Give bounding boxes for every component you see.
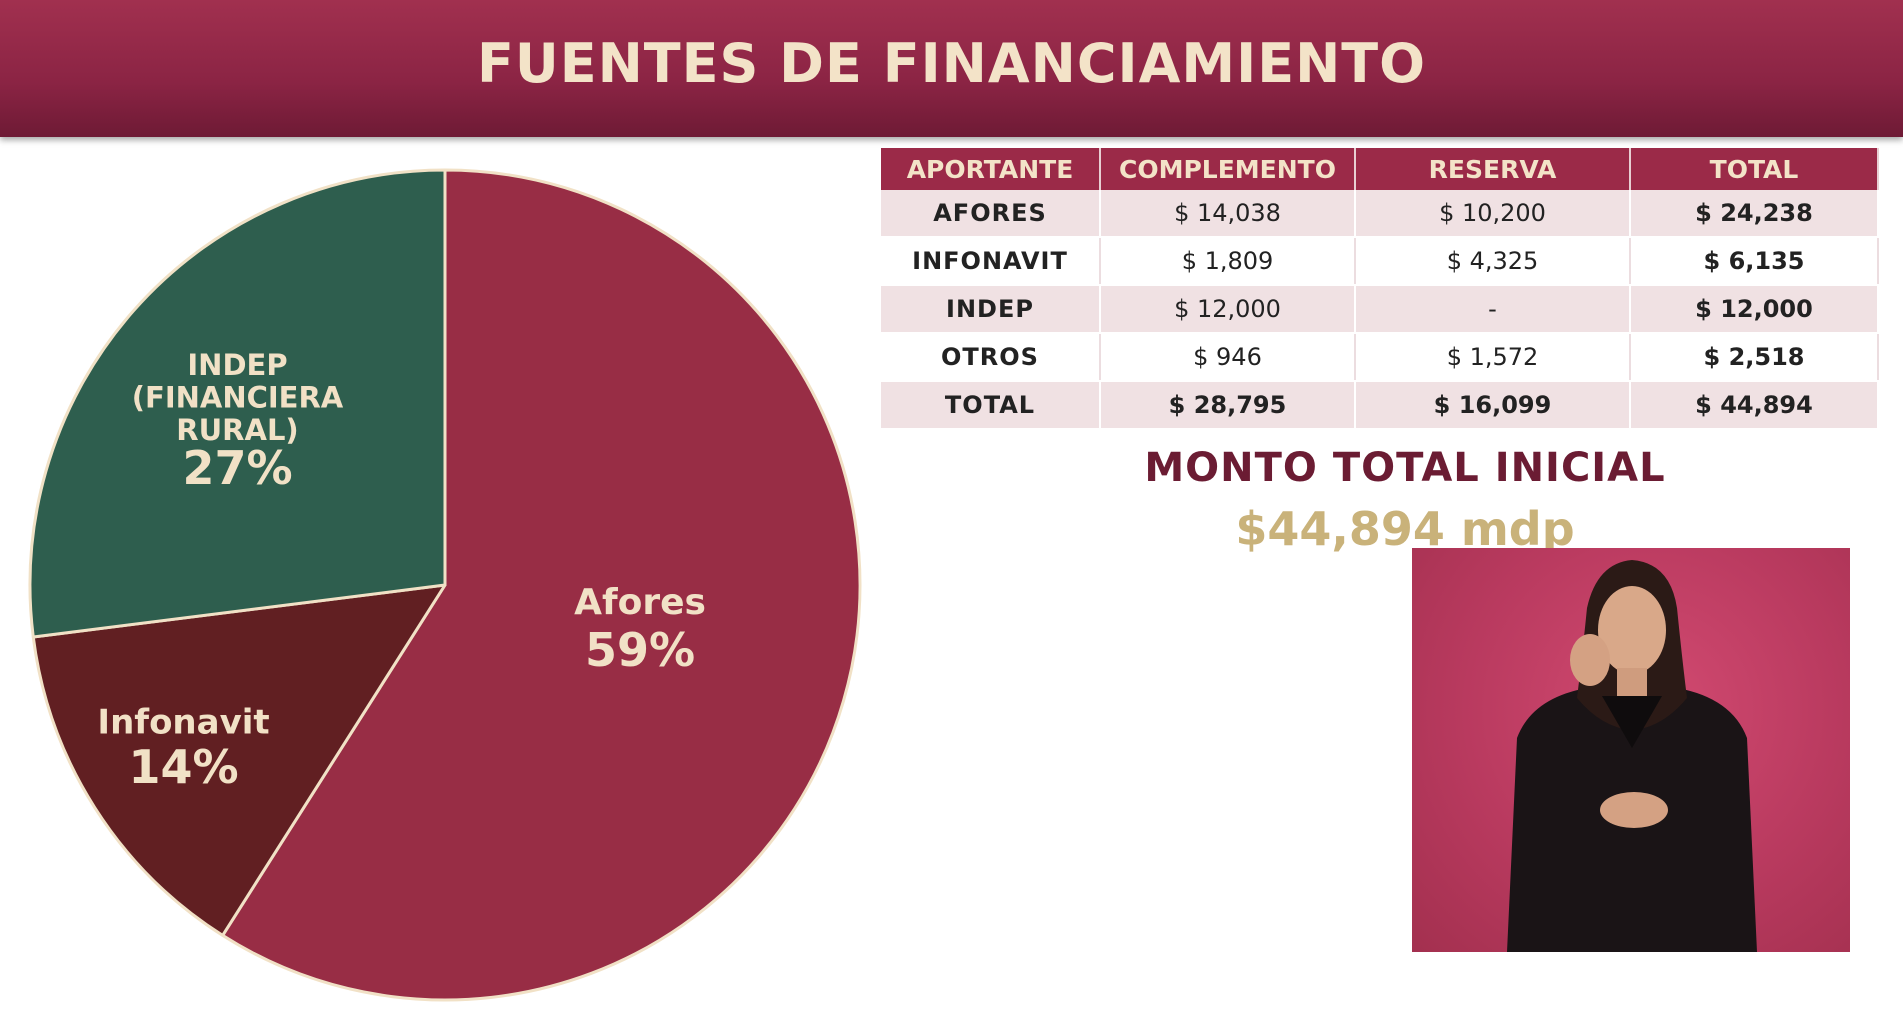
cell-aportante: INFONAVIT (881, 237, 1101, 286)
cell-total: $ 24,238 (1630, 190, 1879, 238)
cell-reserva: $ 10,200 (1355, 190, 1631, 238)
pie-slice-infonavit (31, 583, 447, 937)
cell-total: $ 12,000 (1630, 285, 1879, 334)
cell-complemento: $ 28,795 (1100, 381, 1356, 430)
monto-total-label: MONTO TOTAL INICIAL (1144, 445, 1666, 491)
cell-complemento: $ 14,038 (1100, 190, 1356, 238)
header-total: TOTAL (1630, 148, 1879, 190)
header-complemento: COMPLEMENTO (1100, 148, 1356, 190)
cell-aportante: AFORES (881, 190, 1101, 238)
cell-reserva: - (1355, 285, 1631, 334)
page-title: FUENTES DE FINANCIAMIENTO (476, 32, 1427, 95)
table-header-row: APORTANTE COMPLEMENTO RESERVA TOTAL (881, 148, 1879, 190)
header-aportante: APORTANTE (881, 148, 1101, 190)
cell-total: $ 44,894 (1630, 381, 1879, 430)
pie-slice-label: (FINANCIERA (132, 381, 344, 415)
pie-slice-indep (28, 168, 447, 639)
cell-total: $ 6,135 (1630, 237, 1879, 286)
cell-reserva: $ 1,572 (1355, 333, 1631, 382)
cell-complemento: $ 946 (1100, 333, 1356, 382)
table-row: OTROS $ 946 $ 1,572 $ 2,518 (881, 333, 1879, 382)
interpreter-figure (1507, 560, 1757, 952)
table-row: INFONAVIT $ 1,809 $ 4,325 $ 6,135 (881, 237, 1879, 286)
cell-aportante: OTROS (881, 333, 1101, 382)
pie-slice-label: INDEP (187, 348, 287, 382)
sign-language-interpreter-video (1412, 548, 1850, 952)
header-reserva: RESERVA (1355, 148, 1631, 190)
table-row: AFORES $ 14,038 $ 10,200 $ 24,238 (881, 190, 1879, 238)
pie-slice-label: Afores (574, 582, 706, 623)
pie-chart-container: Afores 59% Infonavit 14% INDEP (FINANCIERA RUR… (20, 160, 870, 1010)
header-banner: FUENTES DE FINANCIAMIENTO (0, 0, 1903, 137)
table-total-row: TOTAL $ 28,795 $ 16,099 $ 44,894 (881, 381, 1879, 430)
cell-aportante: INDEP (881, 285, 1101, 334)
monto-total-value: $44,894 mdp (1235, 502, 1575, 556)
pie-slice-percent-label: 27% (182, 441, 292, 495)
cell-total: $ 2,518 (1630, 333, 1879, 382)
cell-complemento: $ 12,000 (1100, 285, 1356, 334)
pie-slice-percent-label: 59% (585, 623, 695, 677)
pie-slice-label: RURAL) (176, 413, 298, 447)
cell-aportante: TOTAL (881, 381, 1101, 430)
pie-slice-label: Infonavit (97, 703, 269, 743)
pie-slice-afores (221, 168, 862, 1002)
cell-reserva: $ 16,099 (1355, 381, 1631, 430)
pie-slice-percent-label: 14% (128, 740, 238, 794)
cell-reserva: $ 4,325 (1355, 237, 1631, 286)
table-row: INDEP $ 12,000 - $ 12,000 (881, 285, 1879, 334)
cell-complemento: $ 1,809 (1100, 237, 1356, 286)
financing-table: APORTANTE COMPLEMENTO RESERVA TOTAL AFOR… (881, 148, 1879, 430)
